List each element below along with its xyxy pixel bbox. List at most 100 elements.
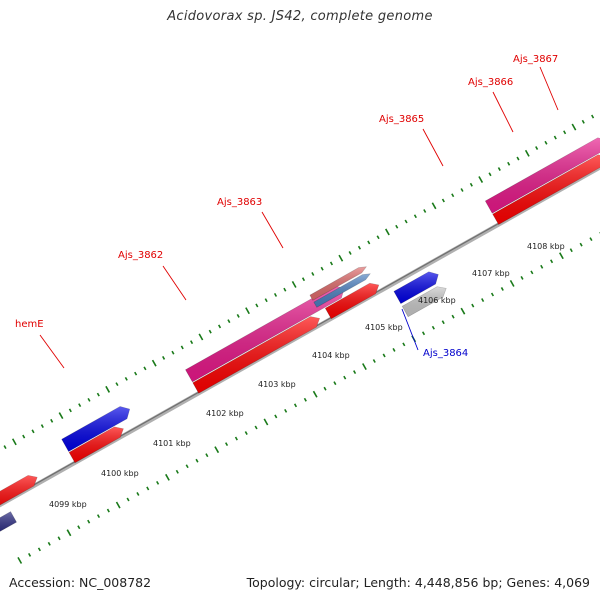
gene-label[interactable]: Ajs_3865 (379, 114, 424, 125)
inner-tick (569, 248, 573, 253)
inner-tick (509, 279, 515, 287)
gene-label[interactable]: Ajs_3867 (513, 54, 558, 65)
outer-tick (413, 214, 417, 219)
gene-red-b-feature[interactable] (68, 426, 124, 464)
inner-tick (490, 292, 495, 297)
inner-tick (66, 529, 72, 537)
inner-tick (392, 348, 396, 352)
outer-tick (291, 281, 297, 288)
gene-labels: hemE Ajs_3862 Ajs_3863 Ajs_3865 Ajs_3866 Ajs_… (15, 54, 559, 369)
inner-tick (471, 303, 475, 308)
outer-tick (535, 146, 539, 150)
outer-tick (31, 429, 35, 434)
inner-tick (382, 353, 386, 358)
inner-tick (303, 397, 307, 402)
outer-tick (134, 371, 138, 376)
gene-red-a-feature[interactable] (0, 475, 38, 514)
inner-tick (293, 403, 298, 408)
gene-features[interactable] (0, 62, 600, 542)
outer-tick (78, 403, 82, 408)
gene-red-c-feature[interactable] (192, 316, 321, 394)
gene-Ajs_3864-blue-feature[interactable] (393, 271, 439, 305)
scale-labels: 4099 kbp 4100 kbp 4101 kbp 4102 kbp 4103 kbp… (49, 242, 565, 509)
gene-Ajs_3865-feature[interactable] (484, 137, 600, 214)
gene-label[interactable]: Ajs_3862 (118, 250, 163, 261)
gene-Ajs_3863-upper-feature[interactable] (309, 266, 367, 301)
gene-hemE-feature[interactable] (61, 406, 131, 452)
gene-label[interactable]: Ajs_3864 (423, 348, 468, 359)
outer-tick (22, 434, 26, 439)
inner-tick (214, 446, 220, 454)
gene-Ajs_3862-feature[interactable] (185, 285, 345, 383)
outer-tick (301, 277, 306, 282)
outer-tick (227, 319, 231, 324)
inner-tick (254, 425, 258, 430)
inner-tick (323, 386, 327, 391)
inner-tick (244, 431, 248, 435)
inner-tick (205, 453, 209, 458)
outer-tick (441, 198, 445, 203)
inner-tick (47, 541, 51, 546)
scale-label: 4103 kbp (258, 380, 296, 389)
outer-tick (553, 135, 557, 140)
outer-tick (469, 182, 473, 187)
gene-label[interactable]: hemE (15, 319, 44, 330)
inner-tick (263, 418, 269, 426)
outer-tick (311, 272, 315, 276)
gene-Ajs_3864-feature[interactable] (401, 286, 447, 318)
gene-red-e-feature[interactable] (492, 154, 600, 225)
outer-tick (563, 130, 567, 135)
gene-leader-line (422, 128, 444, 167)
inner-tick (579, 242, 583, 247)
outer-tick (87, 397, 91, 402)
inner-tick (106, 508, 110, 513)
outer-tick (217, 324, 222, 329)
gene-Ajs_3863-lower-feature[interactable] (313, 273, 371, 308)
gene-label[interactable]: Ajs_3863 (217, 197, 262, 208)
outer-tick (283, 287, 287, 292)
outer-tick (264, 298, 268, 303)
genome-summary-text: Topology: circular; Length: 4,448,856 bp… (246, 575, 590, 590)
inner-tick (224, 442, 229, 447)
outer-tick (357, 245, 362, 250)
gene-leader-line (401, 308, 419, 351)
accession-text: Accession: NC_008782 (9, 575, 152, 590)
outer-tick (50, 418, 54, 423)
inner-tick (540, 264, 544, 269)
scale-label: 4099 kbp (49, 500, 87, 509)
outer-tick (376, 235, 380, 240)
inner-tick (126, 497, 130, 502)
outer-tick (460, 188, 464, 192)
outer-tick (423, 209, 427, 213)
scale-label: 4104 kbp (312, 351, 350, 360)
gene-darkblue-feature[interactable] (0, 511, 17, 542)
inner-tick (589, 237, 593, 242)
outer-tick (190, 340, 194, 345)
outer-tick (385, 228, 390, 236)
outer-tick (208, 329, 212, 334)
scale-label: 4105 kbp (365, 323, 403, 332)
inner-tick (460, 307, 466, 315)
outer-tick (171, 350, 175, 355)
scale-label: 4108 kbp (527, 242, 565, 251)
outer-tick (591, 114, 595, 119)
inner-tick (343, 375, 347, 380)
outer-tick (96, 392, 100, 397)
inner-tick (500, 287, 504, 291)
inner-tick (530, 270, 534, 275)
inner-tick (431, 325, 435, 330)
map-title: Acidovorax sp. JS42, complete genome (167, 9, 433, 24)
gene-leader-line (261, 211, 284, 249)
inner-tick (96, 514, 101, 519)
gene-label[interactable]: Ajs_3866 (468, 77, 513, 88)
outer-tick (143, 366, 147, 371)
inner-tick (185, 464, 189, 469)
gene-leader-line (162, 265, 187, 301)
inner-tick (559, 252, 564, 260)
inner-tick (333, 381, 337, 386)
outer-tick (431, 202, 437, 210)
inner-tick (87, 519, 91, 524)
inner-tick (165, 473, 170, 481)
gene-red-d-feature[interactable] (324, 282, 380, 320)
